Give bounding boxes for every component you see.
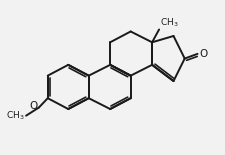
Text: CH$_3$: CH$_3$ (6, 109, 25, 122)
Text: O: O (29, 101, 38, 111)
Text: O: O (199, 49, 207, 59)
Text: CH$_3$: CH$_3$ (160, 17, 179, 29)
